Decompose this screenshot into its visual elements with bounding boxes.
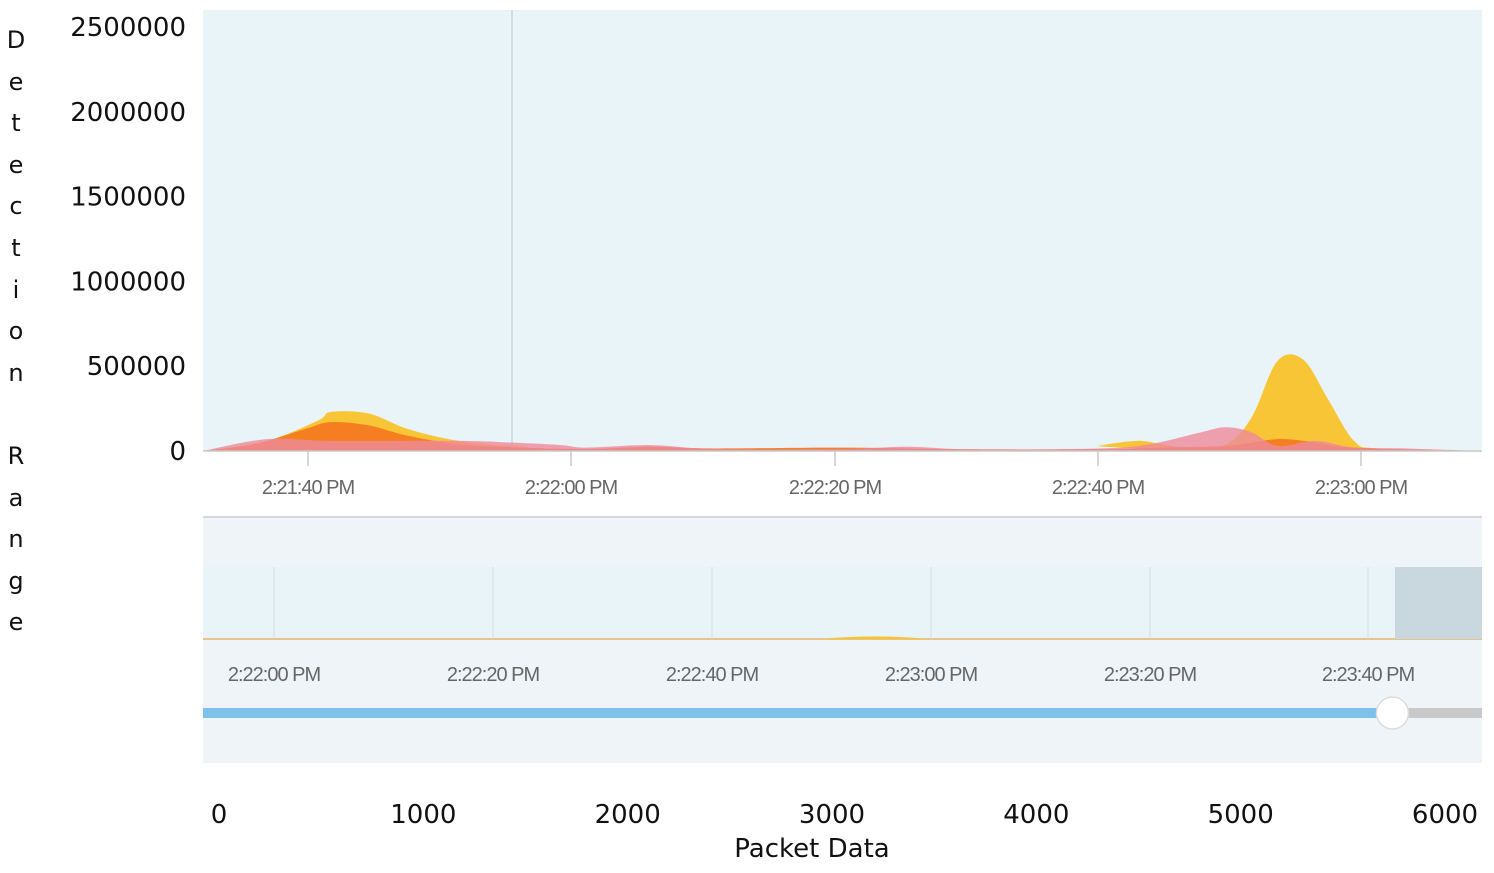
navigator-tick-group: 2:22:00 PM 2:22:20 PM 2:22:40 PM 2:23:00 PM… [228,567,1415,686]
y-axis-label-char: n [8,525,24,554]
time-tick-label: 2:22:40 PM [1052,477,1145,499]
x-axis-label: Packet Data [734,834,890,864]
slider-fill [203,708,1393,718]
time-tick-group: 2:21:40 PM 2:22:00 PM 2:22:20 PM 2:22:40 PM… [262,451,1408,499]
y-tick-label: 2000000 [70,98,186,128]
y-axis-label-char: i [12,275,20,304]
y-axis-label-char: n [8,358,24,387]
bottom-tick-label: 1000 [390,800,456,830]
navigator-tick-label: 2:23:00 PM [885,664,978,686]
y-axis-label-char: c [9,192,23,221]
y-axis-label-char: t [11,109,21,138]
navigator-tick-label: 2:22:40 PM [666,664,759,686]
y-axis-label-char: o [8,317,24,346]
y-tick-label: 500000 [87,352,186,382]
bottom-tick-label: 3000 [799,800,865,830]
y-tick-label: 1500000 [70,183,186,213]
y-axis-label-char: g [8,566,24,595]
y-axis-label-char: D [6,26,26,54]
bottom-tick-group: 0 1000 2000 3000 4000 5000 6000 [211,800,1478,830]
navigator-bump [820,636,930,639]
navigator-tick-label: 2:22:00 PM [228,664,321,686]
navigator-band [203,517,1482,763]
navigator-outside-mask [1395,567,1482,639]
area-series-group [203,354,1482,451]
time-tick-label: 2:22:00 PM [525,477,618,499]
y-tick-label: 2500000 [70,13,186,43]
y-axis-label-char: R [7,441,25,470]
y-tick-label: 0 [169,437,186,467]
navigator-tick-label: 2:23:40 PM [1322,664,1415,686]
bottom-tick-label: 5000 [1208,800,1274,830]
y-tick-label: 1000000 [70,267,186,297]
y-tick-group: 2500000 2000000 1500000 1000000 500000 0 [70,13,186,467]
time-tick-label: 2:21:40 PM [262,477,355,499]
bottom-tick-label: 0 [211,800,228,830]
y-axis-label-char: e [8,67,24,96]
y-axis-label-char: e [8,608,24,637]
navigator-tick-label: 2:23:20 PM [1104,664,1197,686]
time-tick-label: 2:23:00 PM [1315,477,1408,499]
time-tick-label: 2:22:20 PM [789,477,882,499]
slider-handle[interactable] [1375,696,1410,730]
bottom-tick-label: 4000 [1003,800,1069,830]
y-axis-label-char: a [8,483,24,512]
series-pink-area [203,427,1482,451]
navigator-plot [203,567,1482,639]
navigator-tick-label: 2:22:20 PM [447,664,540,686]
y-axis-label-char: e [8,150,24,179]
bottom-tick-label: 6000 [1412,800,1478,830]
bottom-tick-label: 2000 [595,800,661,830]
y-axis-label-char: t [11,233,21,262]
